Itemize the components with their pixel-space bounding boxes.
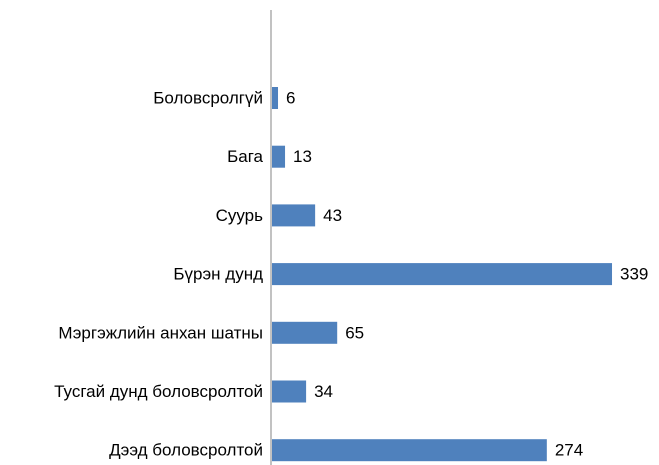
category-label: Дээд боловсролтой bbox=[109, 441, 263, 460]
bar bbox=[272, 439, 547, 462]
data-label: 34 bbox=[314, 382, 333, 401]
data-label: 6 bbox=[286, 88, 295, 107]
category-label: Суурь bbox=[216, 206, 264, 225]
bar bbox=[272, 380, 307, 403]
data-label: 13 bbox=[293, 147, 312, 166]
category-label: Мэргэжлийн анхан шатны bbox=[58, 323, 263, 342]
bar bbox=[272, 321, 338, 344]
category-label: Тусгай дунд боловсролтой bbox=[54, 382, 263, 401]
data-label: 339 bbox=[620, 265, 648, 284]
category-label: Бүрэн дунд bbox=[173, 265, 263, 284]
bar bbox=[272, 145, 286, 168]
data-label: 43 bbox=[323, 206, 342, 225]
bar bbox=[272, 204, 316, 227]
data-label: 65 bbox=[345, 323, 364, 342]
bar bbox=[272, 263, 613, 286]
category-label: Бага bbox=[227, 147, 263, 166]
data-label: 274 bbox=[555, 441, 583, 460]
bar bbox=[272, 87, 279, 109]
category-label: Боловсролгүй bbox=[153, 88, 263, 107]
